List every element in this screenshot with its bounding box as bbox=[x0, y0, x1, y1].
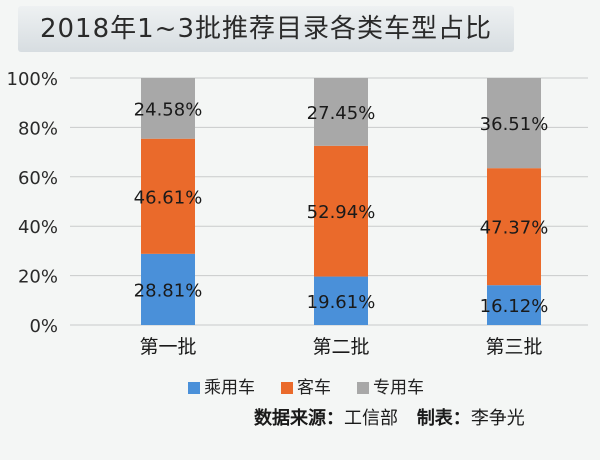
data-label: 36.51% bbox=[480, 114, 549, 135]
legend-label: 客车 bbox=[297, 378, 331, 398]
y-tick-label: 80% bbox=[18, 118, 58, 139]
data-label: 16.12% bbox=[480, 296, 549, 317]
legend-item: 客车 bbox=[281, 373, 331, 398]
y-tick-label: 40% bbox=[18, 217, 58, 238]
title-bar: 2018年1~3批推荐目录各类车型占比 bbox=[18, 6, 514, 52]
data-label: 47.37% bbox=[480, 218, 549, 239]
bar-segment bbox=[487, 168, 541, 286]
data-label: 27.45% bbox=[307, 103, 376, 124]
bar-segment bbox=[141, 78, 195, 139]
chart-title: 2018年1~3批推荐目录各类车型占比 bbox=[39, 14, 493, 44]
source-label: 数据来源： bbox=[254, 408, 344, 429]
data-label: 28.81% bbox=[134, 280, 203, 301]
bar-segment bbox=[141, 138, 195, 254]
y-tick-label: 60% bbox=[18, 168, 58, 189]
legend-item: 乘用车 bbox=[188, 373, 255, 398]
x-tick-label: 第二批 bbox=[312, 336, 369, 358]
x-tick-label: 第一批 bbox=[139, 336, 196, 358]
y-tick-label: 0% bbox=[29, 316, 58, 337]
bar-segment bbox=[487, 78, 541, 169]
bar-segment bbox=[314, 78, 368, 146]
legend-swatch bbox=[281, 382, 293, 394]
legend-label: 专用车 bbox=[373, 378, 424, 398]
source-note: 数据来源：工信部 制表：李争光 bbox=[254, 404, 525, 430]
source-value: 工信部 bbox=[344, 408, 398, 429]
data-label: 52.94% bbox=[307, 202, 376, 223]
legend: 乘用车 客车 专用车 bbox=[188, 373, 450, 398]
y-tick-label: 100% bbox=[7, 69, 58, 90]
legend-label: 乘用车 bbox=[204, 378, 255, 398]
data-label: 19.61% bbox=[307, 292, 376, 313]
bar-segment bbox=[314, 276, 368, 325]
plot-area: 0% 20% 40% 60% 80% 100% 28.81% 46.61% 24.58% 第一批 1… bbox=[7, 69, 588, 358]
y-tick-label: 20% bbox=[18, 267, 58, 288]
legend-swatch bbox=[357, 382, 369, 394]
bar-segment bbox=[487, 285, 541, 325]
legend-swatch bbox=[188, 382, 200, 394]
data-label: 24.58% bbox=[134, 99, 203, 120]
bar-segment bbox=[314, 145, 368, 277]
data-label: 46.61% bbox=[134, 187, 203, 208]
legend-item: 专用车 bbox=[357, 373, 424, 398]
x-tick-label: 第三批 bbox=[485, 336, 542, 358]
bar-segment bbox=[141, 253, 195, 325]
maker-value: 李争光 bbox=[470, 408, 525, 429]
maker-label: 制表： bbox=[416, 408, 471, 429]
